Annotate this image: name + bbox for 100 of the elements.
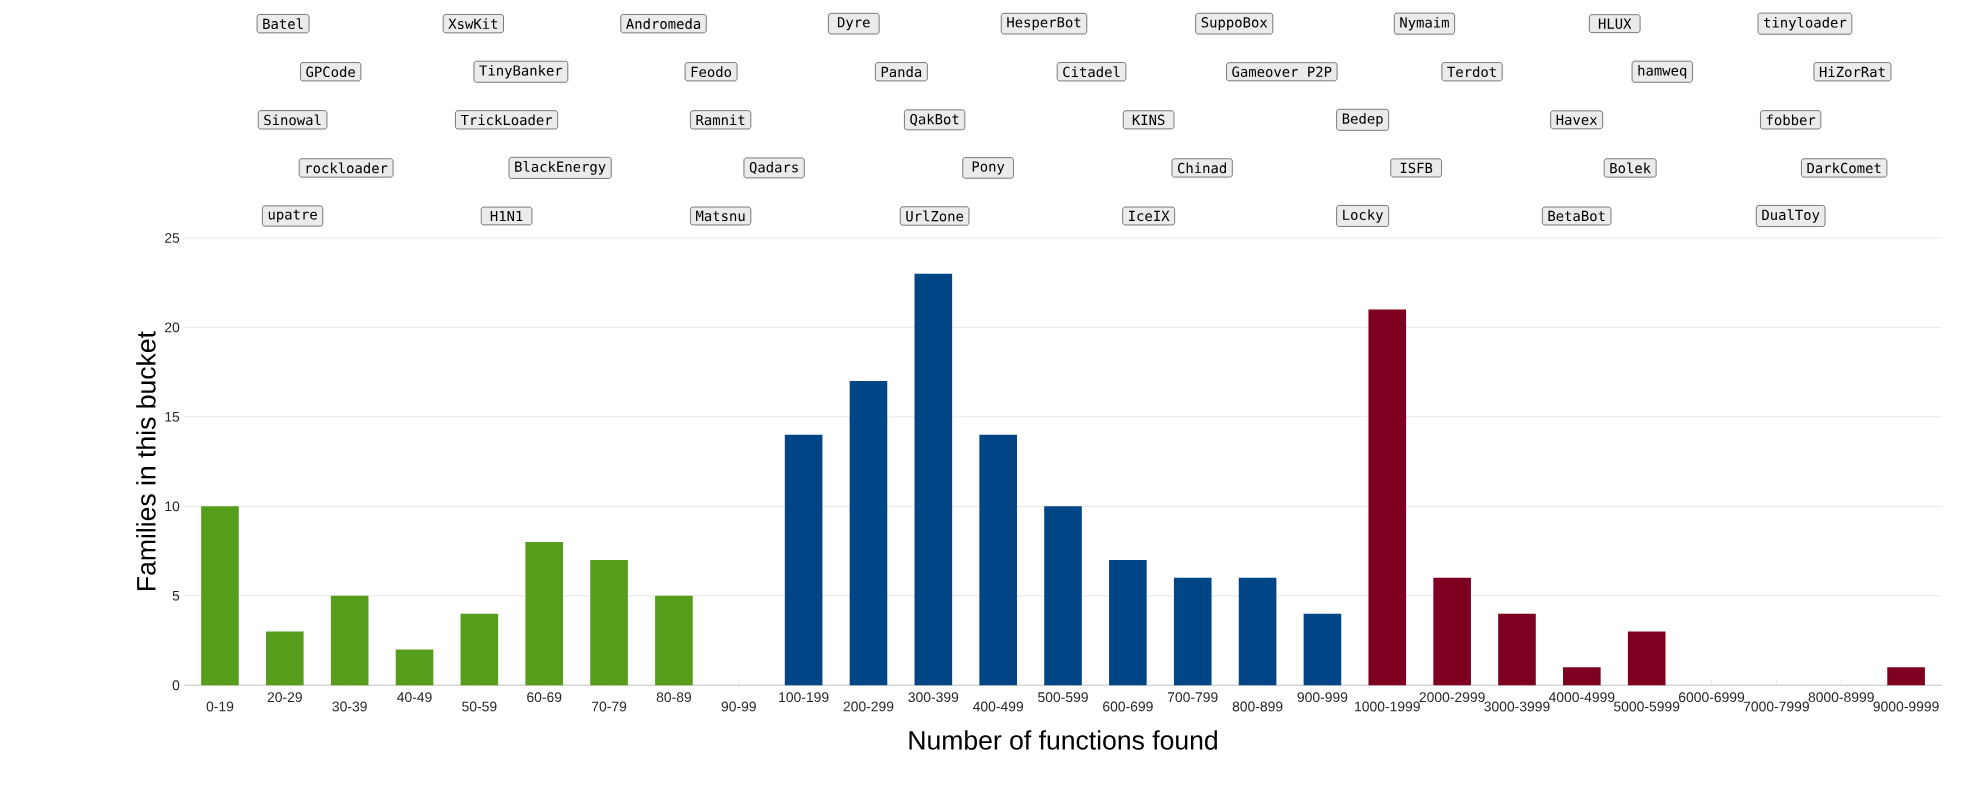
x-tick-label: 700-799: [1167, 692, 1218, 703]
y-tick-label: 25: [165, 232, 180, 243]
x-tick-label: 900-999: [1297, 692, 1348, 703]
bar: [525, 542, 564, 686]
text: Havex: [1556, 114, 1598, 125]
text: tinyloader: [1763, 16, 1847, 31]
text: Ramnit: [696, 114, 745, 126]
text: HLUX: [1598, 18, 1632, 29]
x-tick-label: 7000-7999: [1743, 701, 1809, 712]
text: IceIX: [1129, 210, 1170, 222]
x-tick-label: 60-69: [527, 692, 562, 703]
x-tick-label: 500-599: [1038, 692, 1088, 703]
x-tick-label: 40-49: [397, 692, 432, 703]
text: SuppoBox: [1201, 17, 1268, 31]
y-tick-label: 0: [172, 680, 180, 691]
bar: [201, 506, 239, 686]
text: fobber: [1766, 114, 1816, 126]
x-tick-label: 4000-4999: [1548, 692, 1615, 703]
bar: [590, 559, 628, 686]
text: Qadars: [749, 161, 798, 175]
bar: [1238, 577, 1277, 686]
bar: [460, 613, 499, 686]
bar: [266, 631, 304, 686]
x-tick-label: 2000-2999: [1419, 692, 1485, 703]
x-tick-label: 70-79: [592, 701, 627, 712]
text: GPCode: [306, 66, 355, 78]
bar: [1173, 577, 1212, 686]
bar: [979, 434, 1017, 686]
x-tick-label: 50-59: [462, 701, 497, 712]
x-tick-label: 3000-3999: [1484, 701, 1550, 712]
x-tick-label: 90-99: [721, 701, 756, 712]
text: TinyBanker: [479, 64, 563, 79]
text: Gameover P2P: [1232, 66, 1332, 77]
y-tick-label: 20: [165, 322, 180, 333]
text: Nymaim: [1400, 16, 1449, 31]
x-tick-label: 80-89: [656, 692, 692, 703]
y-axis-title: Families in this bucket: [136, 331, 156, 590]
x-tick-label: 400-499: [972, 701, 1024, 712]
bar: [395, 649, 434, 686]
x-tick-label: 300-399: [908, 692, 959, 703]
x-tick-label: 20-29: [267, 692, 302, 703]
x-tick-label: 6000-6999: [1679, 692, 1745, 703]
bar: [1627, 631, 1666, 686]
bar: [655, 595, 693, 686]
text: DarkComet: [1807, 162, 1881, 174]
text: Citadel: [1063, 66, 1120, 78]
y-tick-label: 15: [165, 411, 180, 422]
text: KINS: [1132, 114, 1165, 126]
x-tick-label: 800-899: [1232, 701, 1283, 712]
text: Chinad: [1177, 162, 1226, 174]
x-tick-label: 9000-9999: [1873, 701, 1939, 712]
x-axis-title: Number of functions found: [909, 730, 1217, 750]
text: HesperBot: [1007, 17, 1081, 31]
text: Terdot: [1447, 66, 1496, 78]
bar: [1433, 577, 1471, 686]
text: Feodo: [691, 66, 732, 78]
x-tick-label: 30-39: [332, 701, 367, 712]
text: Batel: [263, 18, 303, 30]
x-tick-label: 1000-1999: [1355, 701, 1420, 712]
text: BlackEnergy: [515, 161, 606, 175]
x-tick-label: 5000-5999: [1613, 701, 1680, 712]
text: UrlZone: [906, 210, 964, 222]
x-tick-label: 100-199: [779, 692, 829, 703]
text: Bolek: [1610, 162, 1651, 174]
x-tick-label: 200-299: [843, 701, 894, 712]
text: Andromeda: [626, 18, 701, 30]
text: Matsnu: [696, 210, 745, 222]
y-tick-label: 5: [172, 590, 180, 601]
text: Dyre: [837, 17, 870, 31]
text: Pony: [972, 161, 1005, 175]
text: hamweq: [1638, 64, 1687, 79]
text: Sinowal: [264, 114, 321, 126]
x-tick-label: 600-699: [1103, 701, 1153, 712]
bar: [1109, 559, 1147, 686]
bar: [1368, 309, 1407, 686]
bar: [849, 381, 888, 686]
text: Panda: [881, 66, 922, 78]
text: TrickLoader: [460, 114, 553, 126]
text: HiZorRat: [1819, 66, 1885, 78]
bar: [1498, 613, 1536, 686]
text: BetaBot: [1548, 210, 1605, 222]
text: Locky: [1343, 209, 1384, 223]
text: QakBot: [910, 113, 959, 127]
bar: [330, 595, 369, 686]
x-tick-label: 0-19: [206, 701, 234, 712]
text: XswKit: [448, 18, 498, 30]
text: upatre: [268, 209, 317, 223]
bar: [1887, 667, 1925, 686]
bar: [914, 273, 953, 686]
bar: [1563, 667, 1601, 686]
y-tick-label: 10: [165, 501, 180, 512]
bar: [1303, 613, 1342, 686]
x-tick-label: 8000-8999: [1808, 692, 1874, 703]
text: ISFB: [1400, 162, 1433, 174]
bar: [784, 434, 823, 686]
text: DualToy: [1762, 209, 1820, 223]
text: rockloader: [306, 162, 388, 174]
bar: [1044, 506, 1082, 686]
text: Bedep: [1342, 113, 1383, 127]
text: H1N1: [490, 210, 523, 222]
